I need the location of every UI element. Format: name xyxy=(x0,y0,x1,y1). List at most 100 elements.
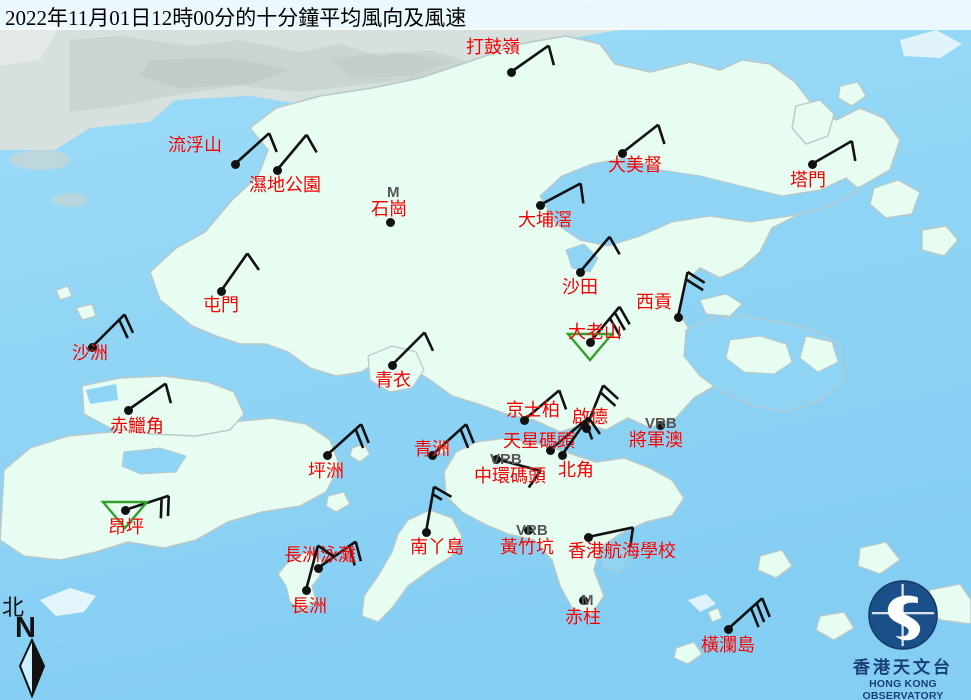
wind-barb-kai-tak xyxy=(584,384,620,429)
station-label-hk-sea-school: 香港航海學校 xyxy=(568,541,676,561)
title-bar: 2022年11月01日12時00分的十分鐘平均風向及風速 xyxy=(0,0,971,30)
hko-emblem-icon xyxy=(868,580,938,650)
station-dot xyxy=(386,218,395,227)
station-dot xyxy=(507,68,516,77)
station-dot xyxy=(273,166,282,175)
station-label-north-point: 北角 xyxy=(558,460,594,480)
station-status-wong-chuk-hang: VRB xyxy=(516,522,548,539)
station-dot xyxy=(121,506,130,515)
station-label-wetland-park: 濕地公園 xyxy=(249,175,321,195)
station-label-tsing-yi: 青衣 xyxy=(375,370,411,390)
station-dot xyxy=(576,268,585,277)
wind-barb-tai-mei-tuk xyxy=(621,123,666,155)
station-dot xyxy=(674,313,683,322)
station-status-shek-kong: M xyxy=(387,184,400,201)
station-dot xyxy=(428,451,437,460)
wind-barb-chek-lap-kok xyxy=(127,382,173,412)
station-dot xyxy=(724,625,733,634)
station-label-waglan-island: 橫瀾島 xyxy=(701,635,755,655)
station-dot xyxy=(536,201,545,210)
wind-barb-green-island xyxy=(431,423,475,456)
station-label-chek-lap-kok: 赤鱲角 xyxy=(110,416,164,436)
station-dot xyxy=(492,455,501,464)
station-label-lau-fau-shan: 流浮山 xyxy=(168,135,222,155)
wind-barb-waglan-island xyxy=(727,597,771,630)
station-label-lamma-island: 南丫島 xyxy=(410,537,464,557)
wind-barb-tap-mun xyxy=(811,139,857,166)
lantau-island xyxy=(0,375,341,561)
station-status-tseung-kwan-o: VRB xyxy=(645,415,677,432)
station-dot xyxy=(88,343,97,352)
station-label-tuen-mun: 屯門 xyxy=(203,295,239,315)
station-label-tai-mei-tuk: 大美督 xyxy=(608,155,662,175)
station-label-tates-cairn: 大老山 xyxy=(568,322,622,342)
station-label-tap-mun: 塔門 xyxy=(790,170,826,190)
station-dot xyxy=(618,149,627,158)
compass-north-en: N xyxy=(15,612,36,644)
station-label-peng-chau: 坪洲 xyxy=(308,461,344,481)
wind-barb-cheung-chau xyxy=(304,544,336,591)
hko-logo-en: HONG KONG OBSERVATORY xyxy=(862,678,944,700)
station-dot xyxy=(124,406,133,415)
station-status-stanley: M xyxy=(581,592,594,609)
station-label-cheung-chau: 長洲 xyxy=(291,596,327,616)
station-label-tseung-kwan-o: 將軍澳 xyxy=(629,430,683,450)
hk-mainland xyxy=(149,35,901,433)
station-label-kai-tak: 啟德 xyxy=(572,407,608,427)
station-dot xyxy=(558,451,567,460)
outlying-islands xyxy=(40,30,971,665)
station-label-kings-park: 京士柏 xyxy=(506,400,560,420)
station-dot xyxy=(217,287,226,296)
wind-barb-cheung-chau-beach xyxy=(317,540,363,570)
compass-rose: 北 N xyxy=(2,590,72,698)
hong-kong-island xyxy=(443,437,685,615)
wind-barb-tai-po-kau xyxy=(539,182,585,207)
station-label-stanley: 赤柱 xyxy=(565,607,601,627)
station-dot xyxy=(584,533,593,542)
wind-barb-lamma-island xyxy=(424,485,453,533)
station-dot xyxy=(520,416,529,425)
gale-triangle-icon xyxy=(100,500,150,530)
station-label-tai-po-kau: 大埔滘 xyxy=(518,210,572,230)
compass-needle-icon xyxy=(18,637,46,698)
station-dot xyxy=(302,586,311,595)
wind-barb-star-ferry xyxy=(549,419,594,451)
station-dot xyxy=(546,446,555,455)
wind-barb-kings-park xyxy=(523,389,568,421)
station-label-green-island: 青洲 xyxy=(414,439,450,459)
wind-barb-ta-kwu-ling xyxy=(510,44,556,74)
wind-barb-sha-chau xyxy=(91,313,135,348)
station-dot xyxy=(582,424,591,433)
station-label-ta-kwu-ling: 打鼓嶺 xyxy=(466,37,520,57)
wind-barb-tsing-yi xyxy=(391,331,435,366)
station-label-sha-chau: 沙洲 xyxy=(72,343,108,363)
wind-barb-wetland-park xyxy=(276,133,318,171)
wind-barb-ngong-ping xyxy=(100,494,171,530)
station-dot xyxy=(656,421,665,430)
wind-barb-hk-sea-school xyxy=(587,526,635,548)
station-dot xyxy=(524,526,533,535)
station-dot xyxy=(586,338,595,347)
wind-barb-sha-tin xyxy=(579,235,621,273)
compass-north-cn: 北 xyxy=(2,595,25,620)
wind-barb-sai-kung xyxy=(676,270,706,318)
gale-triangle-icon xyxy=(565,332,615,362)
station-dot xyxy=(579,596,588,605)
wind-barb-tates-cairn xyxy=(565,305,631,362)
wind-barb-lau-fau-shan xyxy=(234,132,278,165)
station-label-shek-kong: 石崗 xyxy=(371,199,407,219)
station-label-star-ferry: 天星碼頭 xyxy=(503,431,575,451)
station-label-wong-chuk-hang: 黃竹坑 xyxy=(500,537,554,557)
station-dot xyxy=(314,564,323,573)
station-dot xyxy=(422,528,431,537)
station-label-sai-kung: 西貢 xyxy=(636,292,672,312)
station-dot xyxy=(808,160,817,169)
page-title: 2022年11月01日12時00分的十分鐘平均風向及風速 xyxy=(5,6,467,30)
station-status-central-pier: VRB xyxy=(490,451,522,468)
station-label-sha-tin: 沙田 xyxy=(562,277,598,297)
wind-barb-north-point xyxy=(560,416,602,456)
station-dot xyxy=(231,160,240,169)
station-dot xyxy=(323,451,332,460)
